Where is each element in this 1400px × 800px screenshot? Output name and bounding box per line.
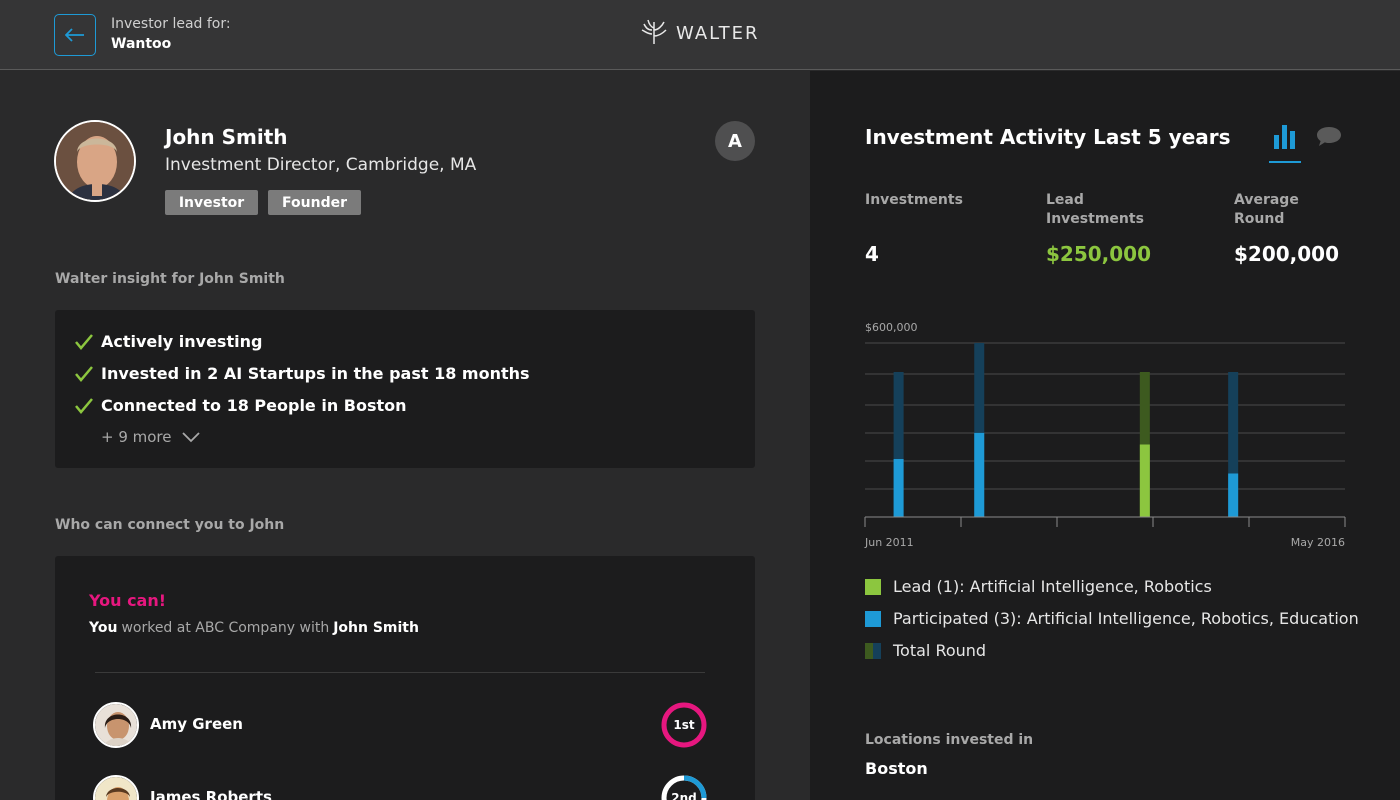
chart-grid <box>865 342 1345 490</box>
degree-badge: 1st <box>661 702 707 748</box>
show-more-label: + 9 more <box>101 428 172 446</box>
stat-lead-label: Lead Investments <box>1046 192 1144 227</box>
legend-total: Total Round <box>865 641 986 660</box>
locations-value: Boston <box>865 759 928 778</box>
comments-view-toggle[interactable] <box>1316 125 1342 149</box>
y-axis-top-label: $600,000 <box>865 321 918 334</box>
check-icon <box>75 365 93 382</box>
insight-item: Invested in 2 AI Startups in the past 18… <box>75 364 530 383</box>
participated-investment-bar[interactable] <box>1228 473 1239 518</box>
connect-section-label: Who can connect you to John <box>55 517 285 533</box>
legend-label: Lead (1): Artificial Intelligence, Robot… <box>893 577 1212 596</box>
brand-name: WALTER <box>676 22 760 44</box>
chevron-down-icon <box>181 431 200 442</box>
connect-card: You can! You worked at ABC Company with Jo… <box>55 556 755 800</box>
profile-name: John Smith <box>165 125 288 149</box>
legend-participated: Participated (3): Artificial Intelligenc… <box>865 609 1359 628</box>
chart-x-axis <box>864 516 1346 527</box>
connection-description: You worked at ABC Company with John Smith <box>89 620 419 636</box>
activity-title: Investment Activity Last 5 years <box>865 125 1231 149</box>
stat-lead-value: $250,000 <box>1046 242 1152 266</box>
degree-label: 1st <box>673 718 695 732</box>
stat-average-value: $200,000 <box>1234 242 1340 266</box>
connector-name: Amy Green <box>150 715 243 733</box>
lead-company-name: Wantoo <box>111 36 172 52</box>
stat-investments-label: Investments <box>865 192 963 208</box>
stat-average-label: Average Round <box>1234 192 1299 227</box>
legend-label: Participated (3): Artificial Intelligenc… <box>893 609 1359 628</box>
show-more-button[interactable]: + 9 more <box>101 428 200 446</box>
x-axis-end-label: May 2016 <box>1291 536 1345 549</box>
active-tab-indicator <box>1269 161 1301 163</box>
connection-you: You <box>89 620 118 636</box>
insight-section-label: Walter insight for John Smith <box>55 271 285 287</box>
chart-view-toggle[interactable] <box>1269 121 1301 163</box>
participated-investment-bar[interactable] <box>893 459 904 517</box>
stat-investments-value: 4 <box>865 242 879 266</box>
you-can-headline: You can! <box>89 591 167 610</box>
connector-row[interactable]: James Roberts 2nd <box>93 775 708 800</box>
rating-badge: A <box>715 121 755 161</box>
arrow-left-icon <box>65 28 84 42</box>
insight-card: Actively investing Invested in 2 AI Star… <box>55 310 755 468</box>
total-round-bar[interactable] <box>974 343 985 517</box>
legend-swatch <box>865 610 881 627</box>
connector-row[interactable]: Amy Green 1st <box>93 702 708 748</box>
connection-target: John Smith <box>333 620 419 636</box>
degree-badge: 2nd <box>661 775 707 800</box>
tag-founder: Founder <box>268 190 361 215</box>
profile-title: Investment Director, Cambridge, MA <box>165 155 477 175</box>
legend-swatch <box>865 578 881 595</box>
speech-bubble-icon <box>1317 127 1341 146</box>
check-icon <box>75 397 93 414</box>
lead-details-pane: John Smith Investment Director, Cambridg… <box>0 71 810 800</box>
avatar <box>93 702 139 748</box>
total-round-bar[interactable] <box>893 372 904 517</box>
insight-item-text: Connected to 18 People in Boston <box>101 396 407 415</box>
participated-investment-bar[interactable] <box>974 432 985 517</box>
divider <box>95 672 705 673</box>
brand-logo: WALTER <box>640 18 760 48</box>
chart-bars <box>893 343 1239 518</box>
insight-item-text: Invested in 2 AI Startups in the past 18… <box>101 364 530 383</box>
lead-for-label: Investor lead for: <box>111 16 231 32</box>
lead-investment-bar[interactable] <box>1139 444 1150 518</box>
connection-relation: worked at ABC Company with <box>121 620 330 636</box>
legend-lead: Lead (1): Artificial Intelligence, Robot… <box>865 577 1212 596</box>
connector-name: James Roberts <box>150 788 272 800</box>
walter-logo-icon <box>641 19 667 44</box>
degree-label: 2nd <box>671 791 697 800</box>
back-button[interactable] <box>54 14 96 56</box>
insight-item: Connected to 18 People in Boston <box>75 396 407 415</box>
tag-investor: Investor <box>165 190 258 215</box>
check-icon <box>75 333 93 350</box>
legend-label: Total Round <box>893 641 987 660</box>
total-round-bar[interactable] <box>1228 372 1239 517</box>
activity-pane: Investment Activity Last 5 years Investm… <box>810 71 1400 800</box>
profile-avatar <box>54 120 136 202</box>
locations-label: Locations invested in <box>865 732 1034 748</box>
avatar <box>93 775 139 800</box>
legend-swatch <box>865 642 881 659</box>
insight-item-text: Actively investing <box>101 332 263 351</box>
insight-item: Actively investing <box>75 332 262 351</box>
investment-chart: $600,000 Jun 2011 May 2016 <box>864 321 1346 549</box>
top-bar: Investor lead for: Wantoo WALTER <box>0 0 1400 70</box>
x-axis-start-label: Jun 2011 <box>864 536 914 549</box>
bar-chart-icon <box>1274 125 1295 149</box>
